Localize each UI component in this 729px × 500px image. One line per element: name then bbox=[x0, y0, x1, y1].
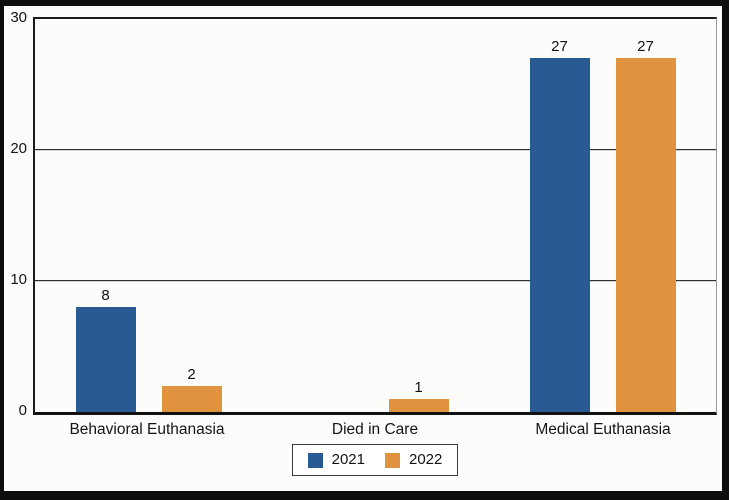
bar-slot: 27 bbox=[529, 19, 590, 412]
category-label-medical-euthanasia: Medical Euthanasia bbox=[535, 421, 671, 438]
bar-2022-0 bbox=[161, 385, 222, 412]
legend-item-2022: 2022 bbox=[385, 451, 442, 469]
y-axis-tick-labels: 0 10 20 30 bbox=[4, 6, 30, 491]
bar-group-2: 27 27 bbox=[489, 19, 716, 412]
legend-label-2021: 2021 bbox=[331, 451, 365, 468]
bar-slot: 8 bbox=[75, 19, 136, 412]
y-tick-label-10: 10 bbox=[10, 270, 27, 288]
x-axis-category-labels: Behavioral Euthanasia Died in Care Medic… bbox=[33, 421, 717, 439]
legend-swatch-2022-icon bbox=[385, 452, 400, 468]
bar-group-1: 1 bbox=[262, 19, 489, 412]
bar-slot bbox=[303, 19, 363, 412]
bar-value-label: 27 bbox=[637, 38, 654, 56]
bar-groups: 8 2 1 27 27 bbox=[35, 19, 716, 412]
bar-2022-2 bbox=[615, 58, 676, 412]
bar-slot: 2 bbox=[161, 19, 222, 412]
bar-slot: 1 bbox=[388, 19, 449, 412]
y-tick-label-20: 20 bbox=[10, 139, 27, 157]
category-label-died-in-care: Died in Care bbox=[331, 421, 419, 438]
gridline-10 bbox=[35, 279, 716, 282]
category-label-behavioral-euthanasia: Behavioral Euthanasia bbox=[69, 421, 225, 438]
bar-2021-2 bbox=[529, 58, 590, 412]
y-tick-label-0: 0 bbox=[18, 401, 27, 419]
legend-swatch-2021-icon bbox=[307, 452, 323, 468]
bar-2021-0 bbox=[75, 307, 136, 412]
gridline-20 bbox=[35, 148, 716, 151]
bar-value-label: 1 bbox=[414, 378, 423, 396]
bar-slot: 27 bbox=[615, 19, 676, 412]
bar-2022-1 bbox=[388, 398, 449, 412]
plot-area: 8 2 1 27 27 bbox=[33, 17, 717, 415]
bar-value-label: 2 bbox=[187, 365, 196, 383]
legend-item-2021: 2021 bbox=[307, 451, 365, 469]
bar-value-label: 8 bbox=[101, 287, 110, 305]
legend-label-2022: 2022 bbox=[409, 451, 443, 468]
y-tick-label-30: 30 bbox=[10, 8, 27, 26]
bar-value-label: 27 bbox=[551, 38, 568, 56]
legend-row: 2021 2022 bbox=[33, 444, 717, 476]
legend: 2021 2022 bbox=[291, 444, 459, 476]
